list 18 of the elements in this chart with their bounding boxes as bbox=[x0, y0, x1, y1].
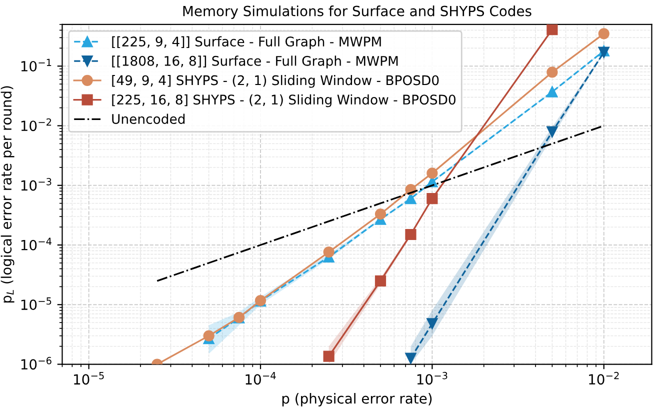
y-tick-label: 10$^{−2}$ bbox=[21, 118, 52, 132]
y-tick-label: 10$^{−4}$ bbox=[21, 238, 52, 250]
legend-label: [[225, 9, 4]] Surface - Full Graph - MWPM bbox=[112, 36, 381, 50]
legend-label: [[1808, 16, 8]] Surface - Full Graph - MWPM bbox=[112, 56, 398, 68]
y-tick-label: 10$^{−1}$ bbox=[21, 58, 52, 72]
y-tick-label: 10$^{−6}$ bbox=[21, 356, 52, 370]
legend-label: Unencoded bbox=[112, 114, 185, 124]
y-tick-label: 10$^{−3}$ bbox=[21, 178, 52, 191]
legend-label: [225, 16, 8] SHYPS - (2, 1) Sliding Window - BPOSD0 bbox=[112, 94, 456, 108]
x-axis-title: p (physical error rate) bbox=[282, 392, 432, 406]
x-tick-label: 10$^{−3}$ bbox=[417, 372, 448, 385]
legend-label: [49, 9, 4] SHYPS - (2, 1) Sliding Window - BPOSD0 bbox=[112, 75, 439, 88]
x-tick-label: 10$^{−2}$ bbox=[589, 372, 619, 385]
y-axis-title: p$_{L}$ (logical error rate per round) bbox=[0, 86, 14, 303]
x-tick-label: 10$^{−4}$ bbox=[246, 372, 276, 385]
x-tick-label: 10$^{−5}$ bbox=[74, 372, 104, 385]
chart-title: Memory Simulations for Surface and SHYPS Codes bbox=[183, 6, 532, 19]
y-tick-label: 10$^{−5}$ bbox=[21, 297, 52, 310]
